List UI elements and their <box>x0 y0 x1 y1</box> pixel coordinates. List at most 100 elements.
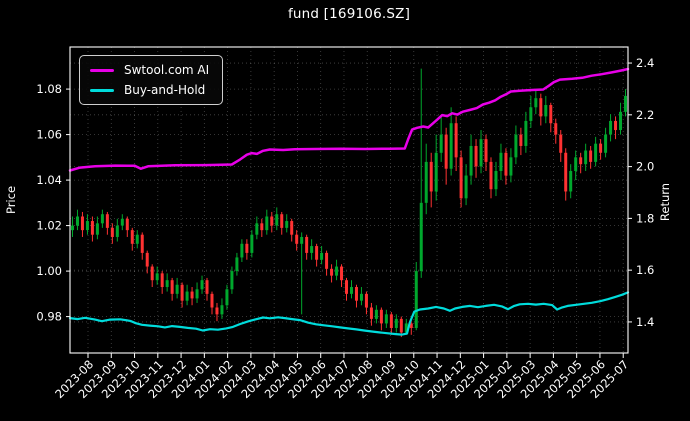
candle-body <box>105 214 109 228</box>
right-axis-label: Return <box>658 183 672 221</box>
candle-body <box>574 157 578 171</box>
candle-body <box>280 214 284 228</box>
candle-body <box>220 305 224 315</box>
candle-body <box>215 307 219 315</box>
chart-title: fund [169106.SZ] <box>287 6 411 22</box>
candle-body <box>305 236 309 253</box>
right-axis-tick-label: 1.4 <box>636 315 654 329</box>
candle-body <box>504 152 508 176</box>
series-line-buy-and-hold <box>68 291 630 336</box>
candle-body <box>529 107 533 121</box>
series-line-swtool-com-ai <box>68 67 630 172</box>
candle-body <box>549 105 553 124</box>
candle-body <box>564 152 568 192</box>
candle-body <box>604 134 608 153</box>
candle-body <box>594 143 598 162</box>
right-axis-tick-label: 2.2 <box>636 108 654 122</box>
candle-body <box>295 234 299 244</box>
left-axis-tick-label: 1.04 <box>36 173 62 187</box>
candle-body <box>434 152 438 192</box>
candle-body <box>589 150 593 162</box>
candle-body <box>150 266 154 281</box>
candle-body <box>340 266 344 281</box>
candle-body <box>320 252 324 260</box>
swtool-ai-line-swatch <box>90 68 114 72</box>
right-axis-tick-label: 1.6 <box>636 263 654 277</box>
candle-body <box>424 161 428 203</box>
right-axis-tick-label: 2.4 <box>636 56 654 70</box>
right-axis-tick-label: 1.8 <box>636 211 654 225</box>
axis-ticks: 0.98 1.00 1.02 1.04 1.06 1.08 1.4 1.6 1.8 2.0 2.2 2… <box>36 56 654 401</box>
candle-body <box>230 271 234 290</box>
candle-body <box>85 221 89 231</box>
candle-body <box>404 323 408 333</box>
plot-border <box>69 46 629 354</box>
candle-body <box>255 223 259 235</box>
candle-body <box>335 266 339 276</box>
candlestick-series <box>70 68 628 338</box>
candle-body <box>484 139 488 162</box>
left-axis-tick-label: 0.98 <box>36 310 62 324</box>
candle-body <box>190 291 194 299</box>
candle-body <box>519 134 523 146</box>
candle-body <box>614 120 618 131</box>
candle-body <box>454 123 458 158</box>
candle-body <box>399 318 403 333</box>
candle-body <box>75 216 79 226</box>
candle-body <box>624 95 628 112</box>
candle-body <box>479 139 483 167</box>
candle-body <box>100 214 104 224</box>
candle-body <box>270 216 274 226</box>
candle-body <box>539 98 543 117</box>
candle-body <box>464 175 468 199</box>
candle-body <box>569 170 573 192</box>
candle-body <box>409 323 413 328</box>
candle-body <box>599 143 603 153</box>
candle-body <box>205 280 209 294</box>
candle-body <box>170 280 174 294</box>
legend-item: Buy-and-Hold <box>90 82 209 98</box>
right-axis-tick-label: 2.0 <box>636 160 654 174</box>
candle-body <box>419 202 423 272</box>
candle-body <box>389 314 393 328</box>
candle-body <box>70 225 74 231</box>
candle-body <box>140 234 144 253</box>
candle-body <box>619 111 623 131</box>
legend-item: Swtool.com AI <box>90 62 209 78</box>
left-axis-tick-label: 1.00 <box>36 264 62 278</box>
candle-body <box>285 221 289 228</box>
legend-label: Swtool.com AI <box>124 63 210 77</box>
candle-body <box>165 280 169 288</box>
candle-body <box>90 221 94 235</box>
buy-and-hold-line-swatch <box>90 88 114 92</box>
candle-body <box>325 252 329 269</box>
candle-body <box>330 268 334 276</box>
left-axis-tick-label: 1.06 <box>36 128 62 142</box>
candle-body <box>120 218 124 226</box>
candle-body <box>514 134 518 158</box>
candle-body <box>524 120 528 146</box>
candle-body <box>135 234 139 244</box>
candle-body <box>195 289 199 299</box>
candle-body <box>175 284 179 294</box>
candle-body <box>315 246 319 260</box>
candle-body <box>300 236 304 244</box>
candle-body <box>275 214 279 226</box>
candle-body <box>489 161 493 190</box>
candle-body <box>250 234 254 253</box>
candle-body <box>494 170 498 190</box>
left-axis-label: Price <box>4 186 18 214</box>
candle-body <box>459 157 463 199</box>
candle-body <box>414 271 418 328</box>
candle-body <box>110 227 114 237</box>
axis-labels: Price Return <box>4 183 672 221</box>
candle-body <box>379 309 383 324</box>
candle-body <box>310 246 314 253</box>
candle-body <box>235 257 239 272</box>
candle-body <box>354 287 358 301</box>
candle-body <box>499 152 503 171</box>
candle-body <box>160 273 164 288</box>
candle-body <box>474 145 478 167</box>
candle-body <box>185 291 189 301</box>
